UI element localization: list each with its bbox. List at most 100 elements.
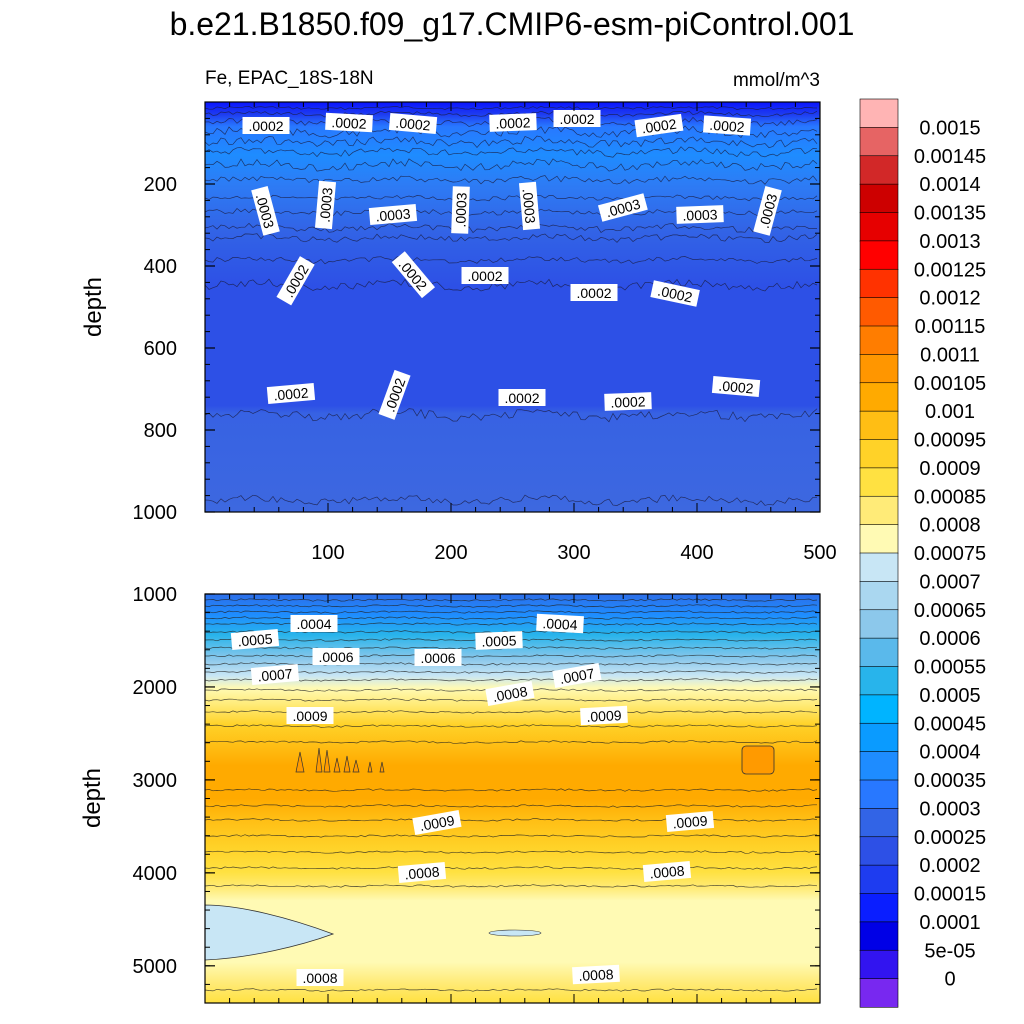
contour-label: .0002 xyxy=(634,113,684,138)
colorbar-swatch xyxy=(859,949,899,980)
y-tick-label: 3000 xyxy=(133,770,178,792)
colorbar-label: 0.0003 xyxy=(919,798,980,820)
colorbar-label: 0.00135 xyxy=(914,203,986,225)
contour-label-text: .0004 xyxy=(296,616,331,632)
y-tick-label: 5000 xyxy=(133,956,178,978)
colorbar-swatch xyxy=(859,439,899,469)
colorbar-swatch xyxy=(859,410,899,441)
contour-label: .0002 xyxy=(711,375,761,398)
contour-label: .0002 xyxy=(553,110,601,127)
x-tick-label: 200 xyxy=(434,542,467,564)
x-tick-label: 300 xyxy=(557,542,590,564)
colorbar-label: 0.00065 xyxy=(914,600,986,622)
contour-label-text: .0006 xyxy=(420,650,455,666)
contour-label: .0005 xyxy=(475,631,523,650)
contour-label-text: .0002 xyxy=(504,390,539,406)
colorbar-label: 0.00045 xyxy=(914,713,986,735)
upper-contour-line xyxy=(204,175,818,185)
contour-label: .0007 xyxy=(552,663,602,688)
upper-panel: Fe, EPAC_18S-18N mmol/m^3 .0002 .0002 .000… xyxy=(80,68,837,564)
contour-label: .0003 xyxy=(676,205,724,224)
contour-label-text: .0003 xyxy=(375,205,412,224)
colorbar-label: 0.0008 xyxy=(919,515,980,537)
upper-subtitle-left: Fe, EPAC_18S-18N xyxy=(205,68,374,89)
contour-label: .0008 xyxy=(397,861,447,884)
colorbar-label: 0.0005 xyxy=(919,685,980,707)
colorbar-swatch xyxy=(859,609,899,639)
upper-contour-line xyxy=(204,494,817,506)
colorbar-label: 0.0002 xyxy=(919,855,980,877)
lower-contour-line xyxy=(204,850,818,854)
y-tick-label: 400 xyxy=(144,256,177,278)
colorbar-label: 0 xyxy=(944,969,955,991)
contour-label-text: .0007 xyxy=(558,665,595,687)
colorbar-swatch xyxy=(859,495,899,526)
colorbar-swatch xyxy=(859,722,899,753)
contour-label-text: .0003 xyxy=(682,206,718,223)
colorbar-label: 0.0007 xyxy=(919,571,980,593)
contour-label-text: .0008 xyxy=(649,862,686,881)
y-tick-label: 4000 xyxy=(133,863,178,885)
upper-contour-line xyxy=(204,255,818,265)
contour-label: .0002 xyxy=(604,392,652,411)
contour-label-text: .0002 xyxy=(709,117,745,135)
colorbar-label: 0.00125 xyxy=(914,259,986,281)
upper-subtitle-right: mmol/m^3 xyxy=(733,70,820,91)
contour-label: .0009 xyxy=(286,707,334,724)
colorbar-swatch xyxy=(859,183,899,214)
colorbar-label: 0.0011 xyxy=(920,344,980,366)
lower-contour-line xyxy=(204,804,817,808)
colorbar-swatch xyxy=(859,666,899,696)
lower-contour-line xyxy=(204,988,818,992)
contour-label-text: .0002 xyxy=(656,283,694,306)
colorbar-label: 0.00145 xyxy=(914,146,986,168)
contour-label: .0004 xyxy=(536,613,584,634)
colorbar-swatch xyxy=(859,524,899,554)
contour-label-text: .0003 xyxy=(520,188,539,225)
contour-label: .0009 xyxy=(412,810,462,835)
colorbar-swatch xyxy=(859,836,899,866)
y-tick-label: 200 xyxy=(144,174,177,196)
contour-label: .0006 xyxy=(312,648,360,665)
contour-label: .0008 xyxy=(642,860,692,883)
lower-contour-line xyxy=(204,604,818,608)
upper-frame xyxy=(204,101,821,513)
lower-contour-line xyxy=(204,598,818,602)
colorbar-label: 0.0013 xyxy=(919,231,980,253)
contour-label-text: .0008 xyxy=(404,863,441,882)
colorbar-swatch xyxy=(859,921,899,951)
colorbar-label: 0.00075 xyxy=(914,543,986,565)
contour-label-text: .0008 xyxy=(491,683,528,705)
colorbar-label: 0.0009 xyxy=(919,458,980,480)
lower-y-axis-label: depth xyxy=(79,768,106,828)
colorbar-swatch xyxy=(859,155,899,185)
contour-label: .0003 xyxy=(314,180,337,230)
contour-label-text: .0004 xyxy=(542,615,578,633)
upper-contour-line xyxy=(204,222,818,234)
contour-label: .0008 xyxy=(572,964,620,985)
contour-label-text: .0009 xyxy=(586,707,622,725)
colorbar-swatch xyxy=(859,637,899,668)
colorbar-swatch xyxy=(859,552,899,582)
colorbar-label: 0.00015 xyxy=(914,884,986,906)
colorbar-swatch xyxy=(859,893,899,923)
upper-contour-line xyxy=(204,146,818,158)
colorbar-label: 0.0015 xyxy=(919,117,980,139)
colorbar-swatch xyxy=(859,98,899,128)
upper-ticks: 100 200 300 400 500 200 400 600 800 1000 xyxy=(133,102,837,564)
colorbar-label: 0.0012 xyxy=(919,288,980,310)
lower-contour-line xyxy=(204,818,818,822)
contour-label-text: .0003 xyxy=(317,187,336,224)
colorbar-label: 0.0001 xyxy=(919,912,980,934)
contour-label: .0009 xyxy=(580,705,628,726)
colorbar-label: 0.00025 xyxy=(914,827,986,849)
lower-contour-line xyxy=(204,678,818,682)
colorbar-swatch xyxy=(859,467,899,497)
upper-contour-line xyxy=(204,135,818,149)
contour-label-text: .0002 xyxy=(395,115,432,134)
colorbar-label: 0.00105 xyxy=(914,373,986,395)
contour-label: .0002 xyxy=(266,382,316,405)
contour-label-text: .0009 xyxy=(418,812,455,834)
colorbar-swatch xyxy=(859,268,899,299)
